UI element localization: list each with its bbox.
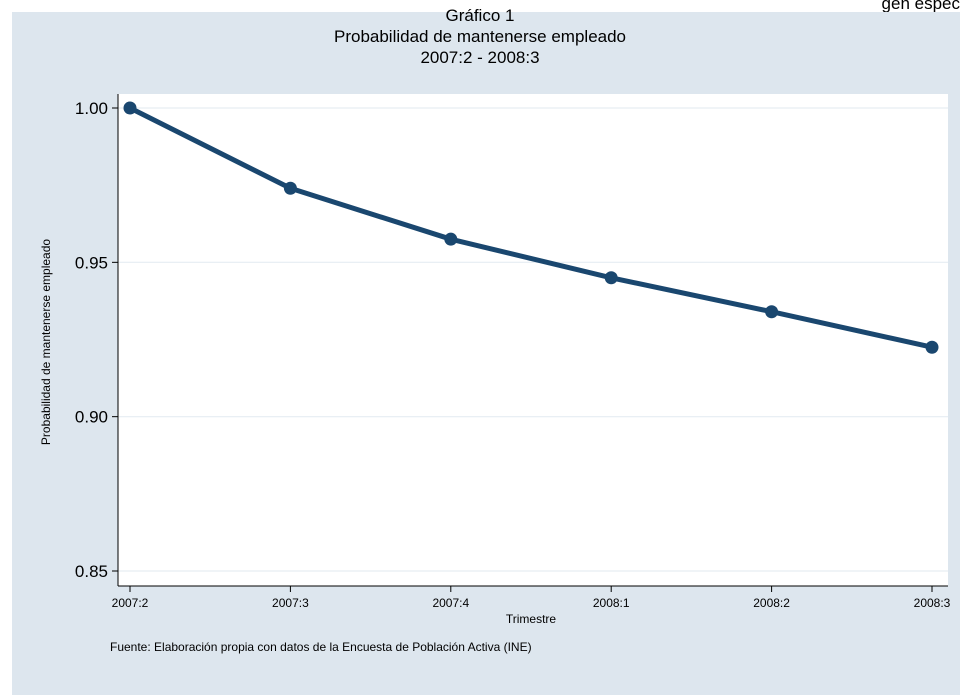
y-tick-label: 0.85 bbox=[75, 562, 108, 581]
top-strip: gen espec bbox=[0, 0, 960, 12]
header-fragment: gen espec bbox=[881, 0, 960, 12]
chart-subtitle: Probabilidad de mantenerse empleado bbox=[333, 27, 627, 46]
data-point bbox=[444, 232, 458, 246]
series-line bbox=[127, 105, 935, 350]
data-point bbox=[925, 340, 939, 354]
plot-area bbox=[118, 94, 948, 586]
data-point bbox=[765, 305, 779, 319]
data-point bbox=[283, 181, 297, 195]
x-tick-label: 2008:1 bbox=[593, 596, 630, 610]
x-axis-label: Trimestre bbox=[505, 612, 557, 626]
y-tick-label: 1.00 bbox=[75, 99, 108, 118]
x-tick-label: 2008:3 bbox=[914, 596, 951, 610]
y-axis-label: Probabilidad de mantenerse empleado bbox=[39, 238, 53, 446]
data-point bbox=[604, 271, 618, 285]
y-tick-label: 0.95 bbox=[75, 253, 108, 272]
x-tick-label: 2007:4 bbox=[432, 596, 469, 610]
x-tick-label: 2007:3 bbox=[272, 596, 309, 610]
x-tick-label: 2007:2 bbox=[112, 596, 149, 610]
chart-period: 2007:2 - 2008:3 bbox=[420, 48, 540, 67]
y-tick-label: 0.90 bbox=[75, 408, 108, 427]
source-note: Fuente: Elaboración propia con datos de … bbox=[110, 640, 532, 654]
chart-title: Gráfico 1 bbox=[445, 6, 515, 25]
x-tick-label: 2008:2 bbox=[753, 596, 790, 610]
data-point bbox=[123, 101, 137, 115]
